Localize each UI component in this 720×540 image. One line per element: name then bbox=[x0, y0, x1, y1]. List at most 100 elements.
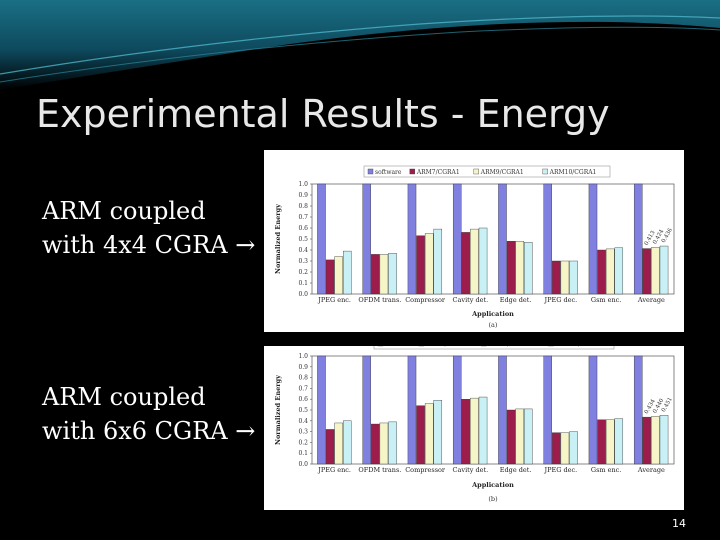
chart-a-bar bbox=[362, 183, 371, 295]
chart-b-x-tick-label: Average bbox=[637, 466, 665, 474]
header-band bbox=[0, 0, 720, 90]
chart-a-legend-box bbox=[363, 165, 611, 178]
chart-a-bar bbox=[506, 240, 516, 295]
chart-a-x-tick-label: JPEG dec. bbox=[544, 296, 578, 304]
chart-b-caption: (b) bbox=[488, 495, 498, 503]
chart-b-bar bbox=[433, 400, 443, 465]
chart-b-bar bbox=[452, 355, 462, 465]
chart-b-bar bbox=[651, 416, 660, 465]
arrow-right-icon: → bbox=[235, 417, 256, 445]
chart-b-bar bbox=[524, 408, 533, 465]
chart-a-legend-swatch bbox=[542, 168, 548, 175]
chart-b-x-tick-label: Edge det. bbox=[500, 466, 532, 474]
chart-b-bar bbox=[605, 419, 615, 465]
slide-title: Experimental Results - Energy bbox=[36, 92, 610, 136]
chart-a-legend-swatch bbox=[367, 168, 374, 175]
chart-a-bar bbox=[642, 248, 652, 295]
chart-b-bar bbox=[416, 405, 425, 465]
chart-b-legend: software ARM7/CGRA2 ARM9/CGRA2 ARM10/CGRA2 bbox=[373, 337, 615, 350]
chart-b-bar bbox=[379, 422, 389, 465]
label-4x4: ARM coupled with 4x4 CGRA → bbox=[42, 194, 255, 262]
chart-a-bar bbox=[379, 254, 389, 295]
chart-a-y-tick-label: 1.0 bbox=[298, 181, 308, 188]
label-4x4-line2: with 4x4 CGRA bbox=[42, 231, 228, 259]
chart-a-bar bbox=[371, 254, 380, 295]
chart-a-bar bbox=[388, 253, 397, 295]
page-number: 14 bbox=[672, 517, 686, 530]
chart-b: software ARM7/CGRA2 ARM9/CGRA2 ARM10/CGRA2 0… bbox=[274, 337, 675, 503]
arrow-right-icon: → bbox=[235, 231, 256, 259]
chart-b-x-tick-label: OFDM trans. bbox=[358, 466, 401, 474]
chart-b-bar bbox=[325, 429, 335, 465]
chart-b-bar bbox=[552, 432, 561, 465]
chart-b-container: software ARM7/CGRA2 ARM9/CGRA2 ARM10/CGRA2 0… bbox=[264, 337, 684, 510]
chart-b-y-tick-label: 0.6 bbox=[298, 396, 308, 403]
chart-b-bar bbox=[478, 396, 488, 465]
chart-b-bar bbox=[362, 355, 371, 465]
chart-b-bar bbox=[424, 403, 434, 465]
chart-b-x-axis-label: Application bbox=[471, 481, 514, 489]
chart-a-bar bbox=[651, 247, 660, 295]
chart-b-x-tick-label: JPEG enc. bbox=[317, 466, 351, 474]
chart-b-y-tick-label: 0.8 bbox=[298, 375, 308, 382]
chart-a-y-tick-label: 0.7 bbox=[298, 214, 308, 221]
chart-a: software ARM7/CGRA1 ARM9/CGRA1 ARM10/CGRA1 0… bbox=[274, 165, 675, 329]
chart-b-bar bbox=[317, 355, 326, 465]
chart-a-bar bbox=[416, 235, 425, 295]
chart-b-y-tick-label: 0.2 bbox=[298, 439, 308, 446]
label-6x6: ARM coupled with 6x6 CGRA → bbox=[42, 380, 255, 448]
chart-b-bar bbox=[569, 431, 578, 465]
chart-a-legend: software ARM7/CGRA1 ARM9/CGRA1 ARM10/CGRA1 bbox=[363, 165, 611, 178]
chart-a-bar bbox=[461, 232, 471, 295]
chart-a-container: software ARM7/CGRA1 ARM9/CGRA1 ARM10/CGRA1 0… bbox=[264, 150, 684, 332]
chart-a-legend-label: ARM10/CGRA1 bbox=[549, 169, 597, 176]
chart-b-x-tick-label: JPEG dec. bbox=[544, 466, 578, 474]
chart-b-y-tick-label: 0.5 bbox=[298, 407, 308, 414]
chart-a-bar bbox=[343, 250, 352, 295]
chart-b-bar bbox=[560, 432, 570, 465]
chart-b-y-tick-label: 0.1 bbox=[298, 450, 308, 457]
chart-a-x-tick-label: Edge det. bbox=[500, 296, 532, 304]
chart-a-y-tick-label: 0.2 bbox=[298, 269, 308, 276]
chart-a-x-tick-label: Gsm enc. bbox=[591, 296, 622, 304]
chart-a-bar bbox=[614, 247, 624, 295]
chart-a-x-tick-label: JPEG enc. bbox=[317, 296, 351, 304]
chart-a-bar bbox=[569, 260, 578, 295]
label-4x4-line1: ARM coupled bbox=[42, 197, 206, 225]
chart-a-bar bbox=[317, 183, 326, 295]
chart-b-bar bbox=[515, 408, 524, 465]
chart-a-x-axis-label: Application bbox=[471, 310, 514, 318]
chart-a-bar bbox=[515, 240, 524, 295]
label-6x6-line2: with 6x6 CGRA bbox=[42, 417, 228, 445]
chart-b-legend-label: software bbox=[385, 346, 412, 348]
chart-a-bar bbox=[543, 183, 552, 295]
chart-a-legend-label: ARM7/CGRA1 bbox=[416, 169, 460, 176]
chart-a-bar bbox=[424, 233, 434, 295]
chart-b-y-tick-label: 0.9 bbox=[298, 364, 308, 371]
chart-b-bar bbox=[371, 423, 380, 465]
chart-b-y-axis-label: Normalized Energy bbox=[274, 375, 282, 445]
chart-b-bar bbox=[642, 416, 652, 465]
chart-b-legend-label: ARM9/CGRA2 bbox=[487, 346, 531, 348]
chart-b-bar bbox=[461, 399, 471, 465]
chart-a-bar bbox=[659, 245, 669, 295]
chart-b-bar bbox=[633, 355, 643, 465]
chart-a-legend-swatch bbox=[473, 168, 479, 175]
chart-a-bar bbox=[470, 228, 479, 295]
chart-b-bar bbox=[614, 418, 624, 465]
chart-b-y-tick-label: 1.0 bbox=[298, 353, 308, 360]
chart-a-bar bbox=[478, 227, 488, 295]
chart-b-bar bbox=[470, 397, 479, 465]
chart-a-x-tick-label: OFDM trans. bbox=[358, 296, 401, 304]
chart-b-bar bbox=[597, 419, 606, 465]
chart-a-bar bbox=[633, 183, 643, 295]
chart-a-bar bbox=[524, 242, 533, 295]
chart-b-bar bbox=[588, 355, 598, 465]
chart-b-y-tick-label: 0.4 bbox=[298, 418, 308, 425]
chart-b-x-tick-label: Compressor bbox=[405, 466, 446, 474]
chart-a-bar bbox=[597, 249, 606, 295]
label-6x6-line1: ARM coupled bbox=[42, 383, 206, 411]
chart-a-y-tick-label: 0.3 bbox=[298, 258, 308, 265]
chart-b-bar bbox=[407, 355, 417, 465]
chart-b-bar bbox=[498, 355, 507, 465]
